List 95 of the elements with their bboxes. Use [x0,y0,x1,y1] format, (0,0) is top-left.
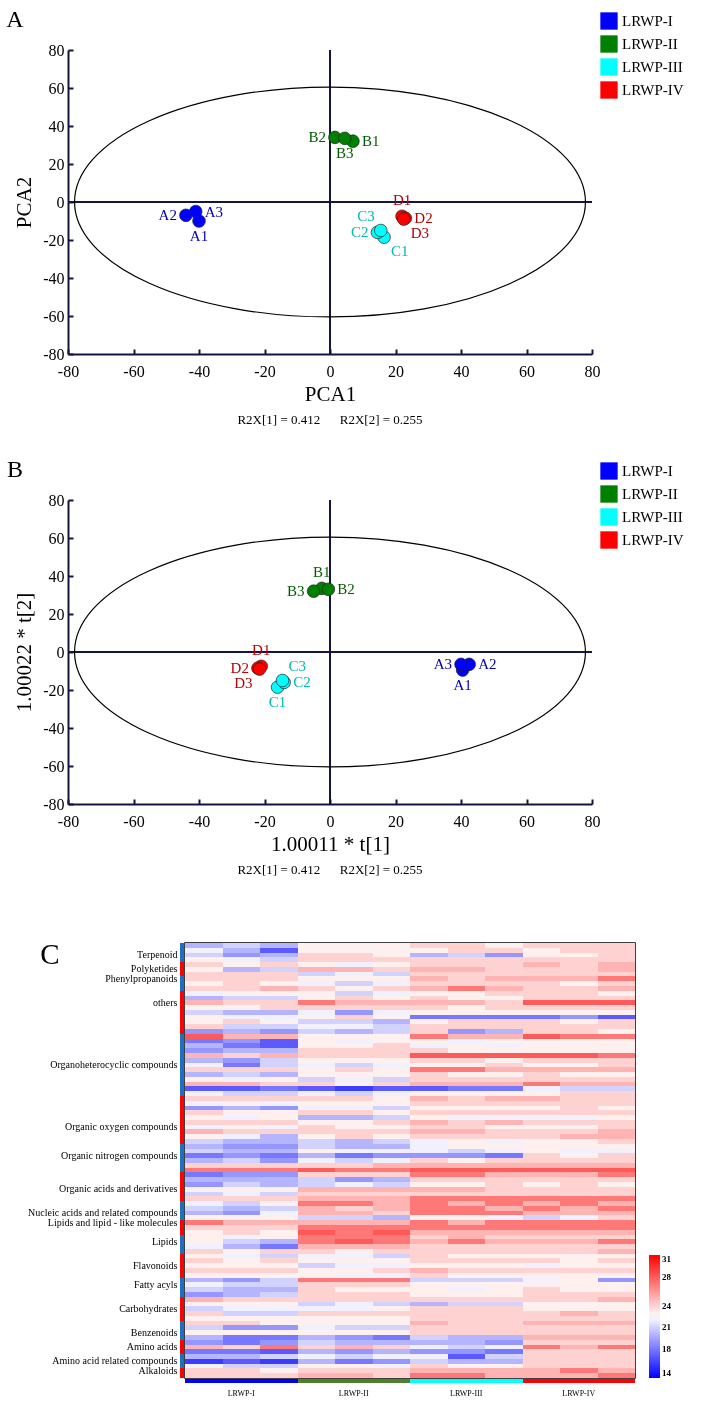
y-tick-label: -20 [43,231,65,249]
color-bar-label: 28 [662,1271,672,1282]
y-tick-label: 80 [48,41,65,59]
y-tick-label: Amino acids [126,1340,178,1352]
legend-label: LRWP-II [622,36,678,52]
y-tick-label: Fatty acyls [133,1278,178,1290]
annotation: D3 [234,675,253,692]
y-tick-label: Amino acid related compounds [52,1355,178,1367]
annotation: B3 [287,583,305,600]
x-axis-title: 1.00011 * t[1] [271,831,390,856]
text: R2X[1] = 0.412 R2X[2] = 0.255 [237,862,423,877]
x-tick-label: 20 [388,362,404,380]
x-tick-label: 60 [519,812,535,830]
x-tick-label: 80 [584,362,601,380]
annotation: C2 [293,674,311,691]
y-tick-label: 20 [48,605,65,623]
x-axis-title: PCA1 [304,381,357,406]
y-tick-label: 40 [48,567,65,585]
x-tick-label: 20 [388,812,404,830]
annotation: B1 [361,133,380,150]
legend-label: LRWP-I [622,463,673,479]
y-tick-label: Organic oxygen compounds [64,1121,178,1133]
annotation: A1 [453,677,472,694]
annotation: B2 [308,129,326,146]
annotation: A3 [433,656,452,673]
annotation: D2 [230,660,249,677]
annotation: D3 [410,225,430,242]
y-tick-label: 0 [56,193,65,211]
annotation: B3 [335,145,354,162]
annotation: C2 [350,224,369,241]
x-tick-label: 0 [326,362,335,380]
y-tick-label: Polyketides [130,963,178,975]
chart-title: B [6,456,24,482]
chart-title: C [40,938,60,970]
y-tick-label: -60 [43,757,65,775]
y-axis-title: 1.00022 * t[2] [12,592,37,713]
y-tick-label: 20 [48,155,65,173]
color-bar-label: 14 [662,1368,672,1378]
legend-label: LRWP-III [622,509,683,525]
x-tick-label: LRWP-II [338,1388,369,1398]
legend-label: LRWP-I [622,13,673,29]
y-tick-label: -20 [43,681,65,699]
annotation: C3 [357,207,375,224]
text: R2X[1] = 0.412 R2X[2] = 0.255 [237,412,423,427]
annotation: B2 [337,581,355,598]
annotation: C3 [288,657,307,674]
annotation: A2 [478,656,497,673]
legend-label: LRWP-IV [622,82,684,98]
color-bar-label: 31 [662,1254,672,1264]
y-tick-label: -80 [43,795,65,813]
x-tick-label: 40 [453,812,470,830]
color-bar-label: 24 [662,1300,672,1311]
y-tick-label: 80 [48,491,65,509]
y-tick-label: others [153,996,178,1008]
chart-title: A [6,6,25,32]
y-tick-label: Terpenoid [137,948,178,960]
x-tick-label: 40 [453,362,470,380]
y-tick-label: -40 [43,269,65,287]
y-tick-label: Benzenoids [130,1326,178,1338]
annotation: A3 [204,203,224,220]
y-tick-label: -60 [43,307,65,325]
x-tick-label: 0 [326,812,335,830]
y-tick-label: -80 [43,345,65,363]
y-axis-title: PCA2 [12,176,37,229]
x-tick-label: 80 [584,812,601,830]
x-tick-label: LRWP-III [450,1388,483,1398]
color-bar-label: 21 [662,1322,672,1333]
x-tick-label: -40 [188,812,211,830]
x-tick-label: -40 [188,362,211,380]
y-tick-label: Lipids [151,1235,178,1247]
y-tick-label: -40 [43,719,65,737]
annotation: A2 [158,207,177,224]
x-tick-label: LRWP-IV [562,1388,596,1398]
y-tick-label: Nucleic acids and related compounds [28,1207,178,1219]
x-tick-label: 60 [519,362,535,380]
annotation: C1 [391,243,409,260]
y-tick-label: Carbohydrates [119,1302,178,1314]
y-tick-label: 60 [48,79,65,97]
y-tick-label: Organic nitrogen compounds [61,1149,178,1161]
y-tick-label: Organic acids and derivatives [59,1183,178,1195]
annotation: C1 [268,694,287,711]
legend-label: LRWP-IV [622,532,684,548]
x-tick-label: -20 [254,812,276,830]
y-tick-label: Flavonoids [133,1259,178,1271]
legend-label: LRWP-III [622,59,683,75]
color-bar-label: 18 [662,1344,672,1355]
y-tick-label: 60 [48,529,65,547]
y-tick-label: 40 [48,117,65,135]
x-tick-label: LRWP-I [227,1388,256,1398]
annotation: D2 [414,210,433,227]
legend-label: LRWP-II [622,486,678,502]
y-tick-label: 0 [56,643,65,661]
y-tick-label: Organoheterocyclic compounds [50,1058,178,1070]
annotation: A1 [189,228,209,244]
x-tick-label: -20 [254,362,276,380]
